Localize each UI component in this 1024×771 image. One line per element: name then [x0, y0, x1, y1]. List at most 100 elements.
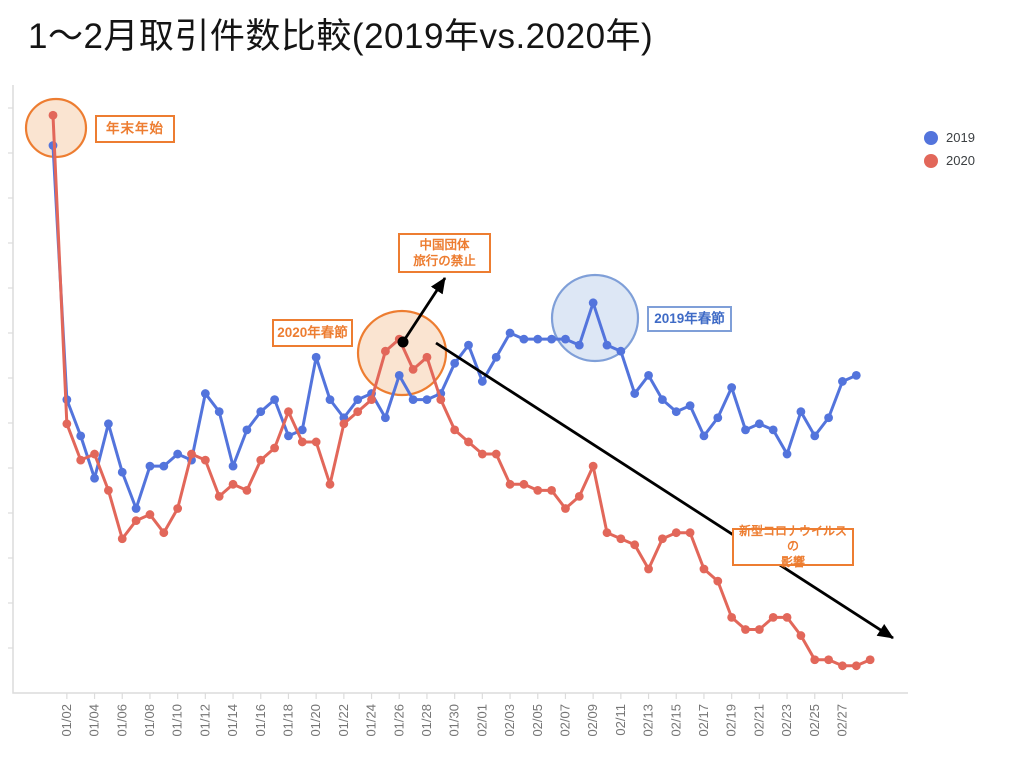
data-point-2020 [173, 504, 183, 513]
x-axis-label: 01/18 [280, 704, 295, 737]
x-axis-label: 01/16 [253, 704, 268, 737]
data-point-2019 [214, 407, 224, 417]
data-point-2019 [90, 473, 99, 483]
axis-lines [12, 85, 908, 694]
x-axis-label: 02/21 [751, 704, 766, 737]
data-point-2020 [547, 485, 556, 495]
x-axis-label: 01/04 [87, 704, 102, 737]
data-point-2020 [838, 661, 847, 671]
x-axis-label: 01/06 [114, 704, 129, 737]
data-point-2020 [630, 540, 640, 550]
annotation-box-china-group-travel-ban: 中国団体 旅行の禁止 [398, 233, 491, 273]
x-axis-label: 02/07 [557, 704, 572, 737]
data-point-2019 [297, 425, 307, 435]
annotation-box-2019-spring-festival: 2019年春節 [647, 306, 732, 332]
data-point-2020 [699, 564, 709, 574]
data-point-2020 [381, 346, 390, 356]
data-point-2020 [477, 449, 487, 459]
data-point-2020 [62, 419, 72, 429]
x-axis-label: 01/12 [197, 704, 212, 737]
legend-swatch-2019-icon [924, 130, 938, 145]
x-axis-label: 02/23 [779, 704, 794, 737]
legend-swatch-2020-icon [924, 153, 938, 168]
legend-item-2019: 2019 [924, 126, 975, 149]
data-point-2020 [90, 449, 99, 459]
data-point-2020 [228, 479, 238, 489]
data-point-2020 [533, 485, 543, 495]
data-point-2019 [713, 413, 723, 423]
data-point-2020 [464, 437, 473, 447]
data-point-2020 [339, 419, 349, 429]
data-point-2019 [699, 431, 709, 441]
data-point-2019 [394, 371, 404, 380]
data-point-2019 [381, 413, 390, 423]
data-point-2019 [685, 401, 695, 411]
data-point-2020 [187, 449, 196, 459]
data-point-2019 [602, 340, 612, 350]
x-axis-label: 02/05 [530, 704, 545, 737]
x-axis-label: 01/02 [59, 704, 74, 737]
annotation-label-coronavirus-line1: 新型コロナウイルスの [738, 523, 847, 554]
data-point-2020 [768, 613, 778, 622]
data-point-2020 [685, 528, 695, 538]
annotation-box-year-end-holidays: 年末年始 [95, 115, 175, 143]
x-axis-label: 01/30 [447, 704, 462, 737]
data-point-2019 [561, 334, 570, 344]
x-axis-label: 02/03 [502, 704, 517, 737]
data-point-2020 [851, 661, 861, 671]
x-axis-label: 01/26 [391, 704, 406, 737]
data-point-2019 [242, 425, 252, 435]
data-point-2019 [117, 467, 127, 477]
data-point-2019 [104, 419, 113, 429]
annotation-box-coronavirus-impact: 新型コロナウイルスの 影響 [732, 524, 854, 569]
data-point-2020 [353, 407, 363, 417]
data-point-2020 [810, 655, 820, 665]
annotation-arrow-4 [435, 341, 894, 640]
data-point-2019 [810, 431, 820, 441]
data-point-2020 [104, 485, 113, 495]
data-point-2019 [796, 407, 806, 417]
x-axis-label: 01/22 [336, 704, 351, 737]
data-point-2019 [159, 461, 169, 471]
data-point-2020 [658, 534, 667, 544]
data-point-2019 [284, 431, 293, 441]
data-point-2020 [865, 655, 875, 665]
x-axis-label: 02/15 [668, 704, 683, 737]
data-point-2019 [533, 334, 543, 344]
legend-label-2020: 2020 [946, 153, 975, 168]
x-axis-label: 02/17 [696, 704, 711, 737]
data-point-2020 [574, 492, 584, 501]
data-point-2019 [491, 352, 501, 362]
data-point-2020 [754, 625, 764, 634]
data-point-2020 [491, 449, 501, 459]
data-point-2020 [450, 425, 460, 435]
data-point-2019 [630, 389, 640, 398]
data-point-2020 [297, 437, 307, 447]
legend-label-2019: 2019 [946, 130, 975, 145]
data-point-2019 [422, 395, 432, 404]
data-point-2020 [782, 613, 792, 622]
data-point-2020 [671, 528, 681, 538]
data-point-2019 [408, 395, 418, 404]
data-point-2020 [367, 395, 376, 404]
data-point-2019 [644, 371, 653, 380]
data-point-2020 [48, 110, 58, 120]
data-point-2020 [145, 510, 155, 519]
data-point-2019 [838, 377, 847, 386]
data-point-2019 [782, 449, 792, 459]
data-point-2019 [270, 395, 279, 404]
data-point-2019 [76, 431, 86, 441]
x-axis-label: 01/20 [308, 704, 323, 737]
data-point-2020 [200, 455, 210, 465]
data-point-2019 [768, 425, 778, 435]
data-point-2020 [214, 492, 224, 501]
annotation-arrow-2 [401, 277, 447, 343]
data-point-2020 [824, 655, 833, 665]
data-point-2020 [117, 534, 127, 544]
data-point-2019 [727, 383, 737, 392]
data-point-2019 [477, 377, 487, 386]
data-point-2019 [616, 346, 626, 356]
data-point-2019 [574, 340, 584, 350]
data-point-2019 [145, 461, 155, 471]
page-title: 1〜2月取引件数比較(2019年vs.2020年) [28, 17, 654, 56]
